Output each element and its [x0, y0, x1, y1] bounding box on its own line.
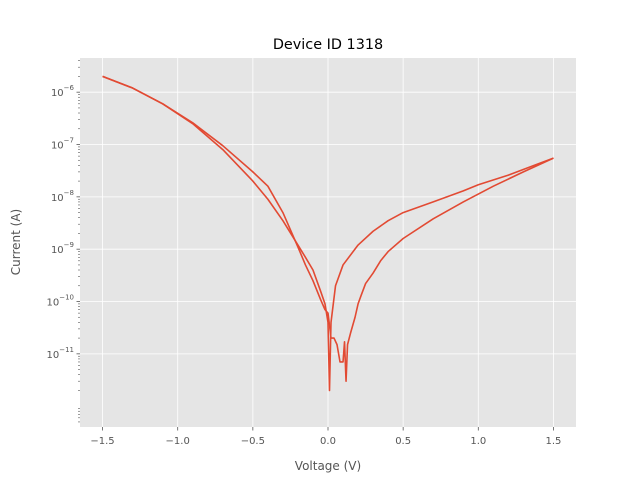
- x-tick-label: 0.0: [320, 436, 336, 447]
- y-tick-label: 10−6: [51, 84, 75, 99]
- series-line-1: [102, 75, 554, 392]
- y-tick-label: 10−7: [51, 137, 74, 152]
- y-tick-label: 10−9: [51, 241, 74, 256]
- y-tick-exponent: −7: [64, 137, 74, 145]
- y-tick-exponent: −8: [64, 189, 74, 197]
- y-tick-base: 10: [46, 298, 59, 309]
- y-tick-base: 10: [51, 141, 64, 152]
- x-axis-ticks: −1.5 −1.0 −0.5 0.0 0.5 1.0 1.5: [90, 427, 561, 447]
- y-tick-label: 10−10: [46, 294, 74, 309]
- y-tick-label: 10−8: [51, 189, 74, 204]
- x-tick-label: 0.5: [395, 436, 411, 447]
- chart-title: Device ID 1318: [273, 37, 383, 53]
- y-grid-lines: [80, 91, 576, 355]
- y-tick-exponent: −9: [64, 241, 74, 249]
- y-tick-label: 10−11: [46, 346, 74, 361]
- y-tick-exponent: −11: [59, 346, 74, 354]
- series-layer: [102, 75, 554, 392]
- series-line-2: [102, 75, 554, 383]
- y-tick-base: 10: [51, 88, 64, 99]
- y-tick-base: 10: [46, 350, 59, 361]
- y-axis-label: Current (A): [9, 209, 23, 275]
- x-tick-label: 1.5: [546, 436, 562, 447]
- y-minor-ticks: [78, 60, 80, 423]
- x-tick-label: −1.5: [90, 436, 114, 447]
- y-tick-exponent: −6: [64, 84, 75, 92]
- x-tick-label: −0.5: [241, 436, 265, 447]
- x-grid-lines: [102, 58, 554, 427]
- y-tick-base: 10: [51, 245, 64, 256]
- x-tick-label: 1.0: [470, 436, 486, 447]
- y-tick-base: 10: [51, 193, 64, 204]
- y-tick-exponent: −10: [59, 294, 74, 302]
- x-axis-label: Voltage (V): [295, 459, 361, 473]
- x-tick-label: −1.0: [166, 436, 190, 447]
